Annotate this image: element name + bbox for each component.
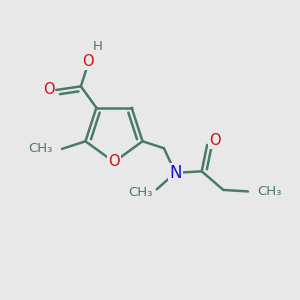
Text: O: O	[108, 154, 120, 169]
Text: N: N	[169, 164, 182, 182]
Text: O: O	[82, 54, 94, 69]
Text: O: O	[43, 82, 55, 98]
Text: CH₃: CH₃	[128, 186, 152, 200]
Text: H: H	[93, 40, 103, 53]
Text: CH₃: CH₃	[257, 185, 282, 198]
Text: O: O	[209, 133, 220, 148]
Text: CH₃: CH₃	[28, 142, 52, 155]
